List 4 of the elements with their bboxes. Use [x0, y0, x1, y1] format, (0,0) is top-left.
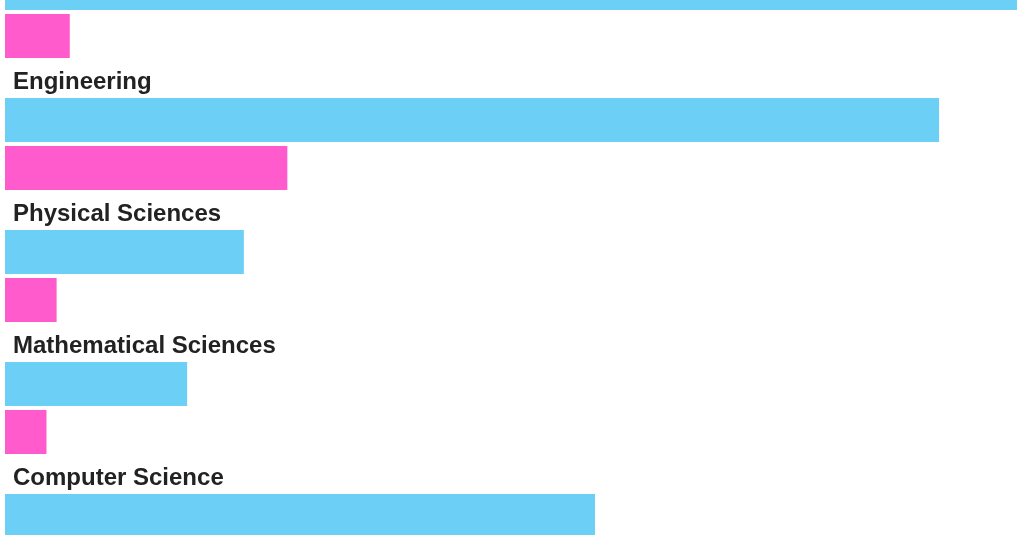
y-tick-label: Engineering — [13, 66, 152, 93]
y-tick-label: Mathematical Sciences — [13, 330, 276, 357]
y-tick-label: Computer Science — [13, 462, 224, 489]
y-tick-label: Physical Sciences — [13, 198, 222, 225]
